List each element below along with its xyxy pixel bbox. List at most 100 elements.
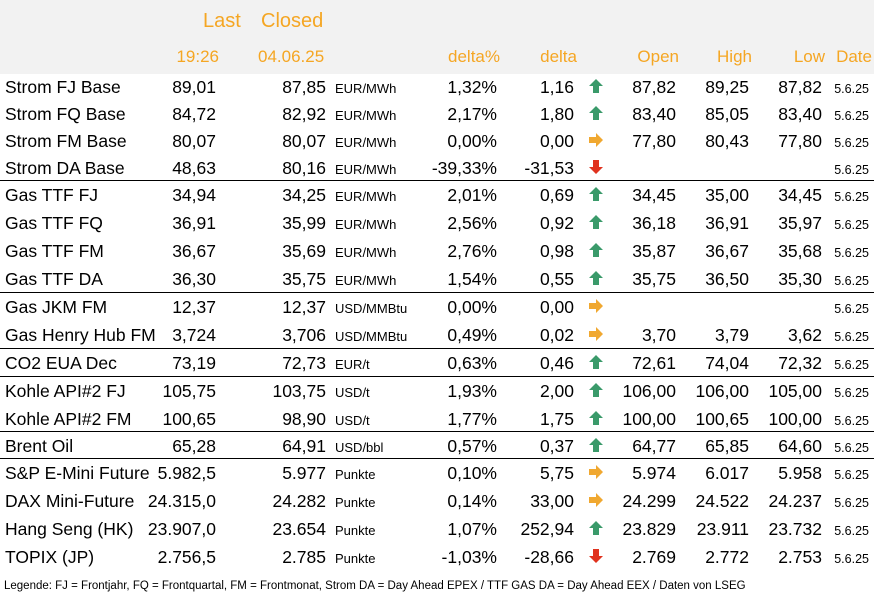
header-high: High <box>717 47 752 66</box>
cell-pct: 1,32% <box>447 77 497 97</box>
cell-low: 100,00 <box>768 409 822 429</box>
cell-unit: EUR/MWh <box>335 81 397 96</box>
arrow-right-icon <box>589 133 603 147</box>
cell-date: 5.6.25 <box>834 386 869 400</box>
cell-low: 2.753 <box>778 547 822 567</box>
cell-unit: EUR/MWh <box>335 189 397 204</box>
cell-pct: 0,57% <box>447 436 497 456</box>
cell-date: 5.6.25 <box>834 136 869 150</box>
table-row: Gas TTF FQ 36,91 35,99 EUR/MWh 2,56% 0,92 36,1… <box>0 209 874 236</box>
cell-unit: EUR/t <box>335 357 370 372</box>
cell-last: 24.315,0 <box>147 491 216 511</box>
cell-delta: 0,92 <box>539 213 574 233</box>
cell-last: 80,07 <box>172 131 216 151</box>
cell-name: S&P E-Mini Future <box>5 463 150 483</box>
cell-unit: EUR/MWh <box>335 162 397 177</box>
cell-unit: EUR/MWh <box>335 108 397 123</box>
cell-unit: USD/t <box>335 385 370 400</box>
cell-unit: USD/MMBtu <box>335 329 408 344</box>
header-closed: Closed <box>261 10 324 32</box>
cell-name: Strom DA Base <box>5 158 125 178</box>
cell-low: 87,82 <box>778 77 822 97</box>
table-row: S&P E-Mini Future 5.982,5 5.977 Punkte 0,10%… <box>0 459 874 486</box>
cell-open: 100,00 <box>622 409 676 429</box>
cell-delta: 0,69 <box>539 185 574 205</box>
cell-pct: 1,07% <box>447 519 497 539</box>
cell-closed: 3,706 <box>282 325 326 345</box>
cell-open: 5.974 <box>632 463 676 483</box>
cell-closed: 82,92 <box>282 104 326 124</box>
cell-delta: 0,46 <box>539 353 574 373</box>
arrow-right-icon <box>589 299 603 313</box>
cell-pct: -39,33% <box>431 158 497 178</box>
cell-closed: 23.654 <box>272 519 326 539</box>
cell-delta: -28,66 <box>524 547 574 567</box>
arrow-up-icon <box>589 79 603 93</box>
cell-low: 3,62 <box>787 325 822 345</box>
cell-low: 72,32 <box>778 353 822 373</box>
cell-closed: 103,75 <box>272 381 326 401</box>
cell-name: Strom FM Base <box>5 131 127 151</box>
cell-unit: Punkte <box>335 495 376 510</box>
cell-pct: -1,03% <box>441 547 497 567</box>
cell-closed: 2.785 <box>282 547 326 567</box>
arrow-right-icon <box>589 327 603 341</box>
cell-unit: USD/bbl <box>335 440 384 455</box>
cell-last: 2.756,5 <box>157 547 216 567</box>
table-row: Gas TTF DA 36,30 35,75 EUR/MWh 1,54% 0,55 35,7… <box>0 265 874 292</box>
cell-name: Gas Henry Hub FM <box>5 325 156 345</box>
cell-open: 64,77 <box>632 436 676 456</box>
cell-open: 34,45 <box>632 185 676 205</box>
cell-delta: 252,94 <box>520 519 574 539</box>
table-row: DAX Mini-Future 24.315,0 24.282 Punkte 0,14%… <box>0 487 874 514</box>
cell-pct: 2,56% <box>447 213 497 233</box>
cell-closed: 98,90 <box>282 409 326 429</box>
table-row: Strom FJ Base 89,01 87,85 EUR/MWh 1,32% 1,16 8… <box>0 73 874 100</box>
cell-name: Gas TTF DA <box>5 269 103 289</box>
cell-name: DAX Mini-Future <box>5 491 135 511</box>
arrow-down-icon <box>589 549 603 563</box>
cell-delta: 0,55 <box>539 269 574 289</box>
cell-pct: 0,14% <box>447 491 497 511</box>
header-background <box>0 0 874 74</box>
cell-unit: USD/MMBtu <box>335 301 408 316</box>
cell-closed: 35,69 <box>282 241 326 261</box>
cell-date: 5.6.25 <box>834 302 869 316</box>
table-row: CO2 EUA Dec 73,19 72,73 EUR/t 0,63% 0,46 72,61… <box>0 349 874 376</box>
cell-date: 5.6.25 <box>834 496 869 510</box>
cell-delta: 0,00 <box>539 131 574 151</box>
cell-date: 5.6.25 <box>834 246 869 260</box>
arrow-up-icon <box>589 355 603 369</box>
arrow-up-icon <box>589 271 603 285</box>
header-closed-date: 04.06.25 <box>258 47 325 66</box>
cell-name: Kohle API#2 FM <box>5 409 132 429</box>
cell-high: 36,67 <box>705 241 749 261</box>
cell-last: 3,724 <box>172 325 216 345</box>
header-last: Last <box>203 10 241 32</box>
cell-name: Gas TTF FM <box>5 241 104 261</box>
cell-name: Strom FJ Base <box>5 77 121 97</box>
group-separator <box>0 180 874 181</box>
group-separator <box>0 458 874 459</box>
cell-date: 5.6.25 <box>834 274 869 288</box>
table-row: Gas TTF FJ 34,94 34,25 EUR/MWh 2,01% 0,69 34,4… <box>0 181 874 208</box>
cell-low: 64,60 <box>778 436 822 456</box>
cell-open: 35,75 <box>632 269 676 289</box>
cell-open: 36,18 <box>632 213 676 233</box>
cell-unit: Punkte <box>335 523 376 538</box>
cell-pct: 1,77% <box>447 409 497 429</box>
cell-delta: 0,02 <box>539 325 574 345</box>
arrow-down-icon <box>589 160 603 174</box>
cell-low: 35,97 <box>778 213 822 233</box>
arrow-up-icon <box>589 411 603 425</box>
cell-pct: 0,49% <box>447 325 497 345</box>
table-row: Kohle API#2 FJ 105,75 103,75 USD/t 1,93% 2,00… <box>0 377 874 404</box>
cell-last: 36,67 <box>172 241 216 261</box>
cell-low: 83,40 <box>778 104 822 124</box>
cell-date: 5.6.25 <box>834 109 869 123</box>
cell-delta: 33,00 <box>530 491 574 511</box>
group-separator <box>0 431 874 432</box>
cell-closed: 24.282 <box>272 491 326 511</box>
cell-open: 24.299 <box>622 491 676 511</box>
group-separator <box>0 292 874 293</box>
